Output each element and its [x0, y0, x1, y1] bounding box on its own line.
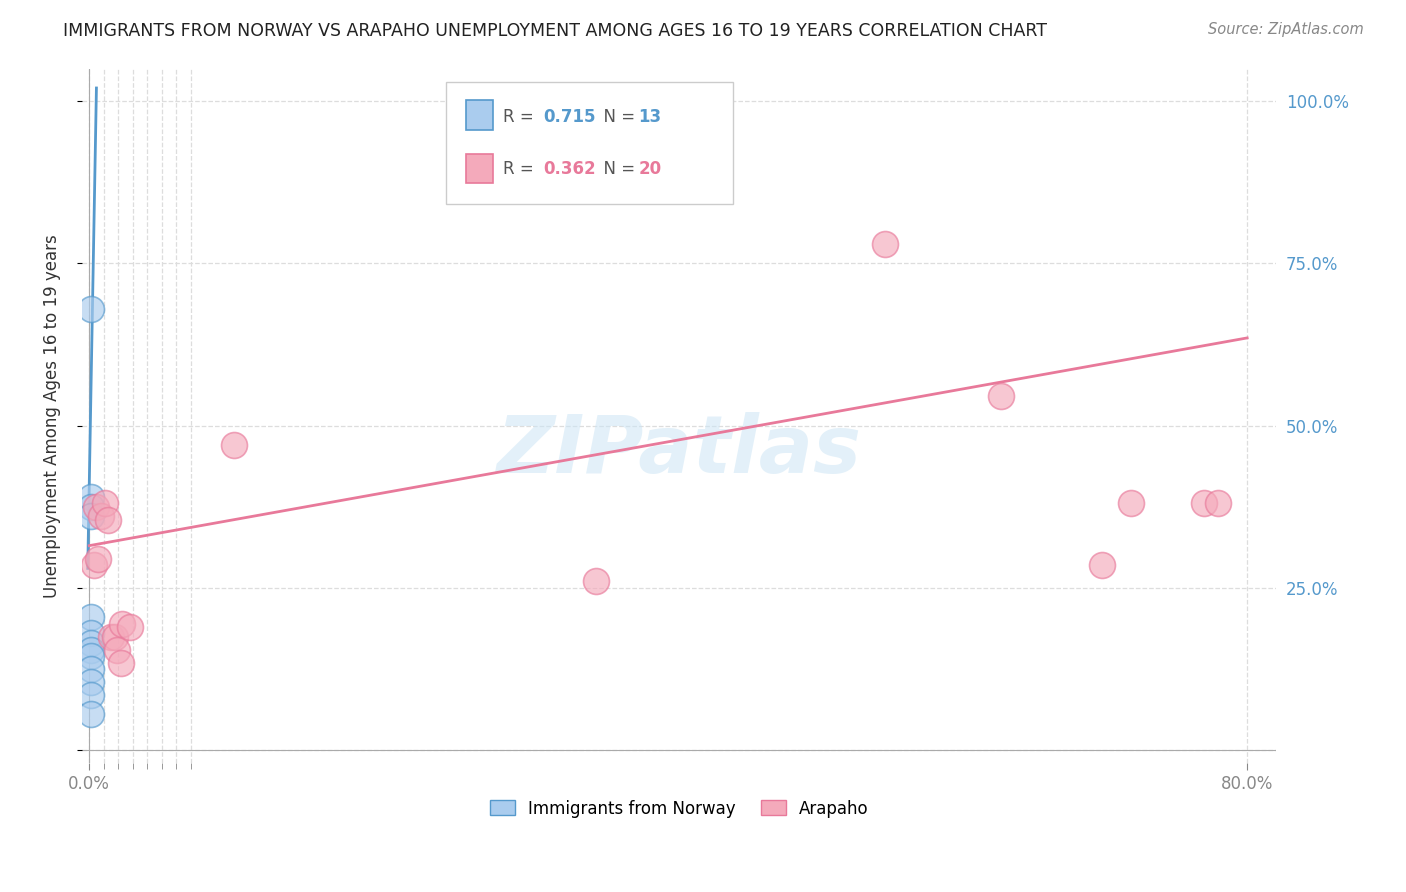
Text: R =: R =	[503, 108, 540, 126]
Text: 13: 13	[638, 108, 662, 126]
Point	[79, 636, 101, 650]
Point	[79, 688, 101, 702]
Point	[87, 551, 110, 566]
Point	[79, 662, 101, 676]
Point	[83, 558, 105, 573]
Point	[79, 500, 101, 514]
Text: N =: N =	[593, 108, 640, 126]
Point	[110, 656, 132, 670]
Point	[100, 630, 122, 644]
Point	[585, 574, 607, 589]
Y-axis label: Unemployment Among Ages 16 to 19 years: Unemployment Among Ages 16 to 19 years	[44, 234, 60, 598]
Point	[79, 626, 101, 640]
Text: 20: 20	[638, 161, 662, 178]
Text: R =: R =	[503, 161, 540, 178]
Point	[1192, 496, 1215, 510]
FancyBboxPatch shape	[467, 101, 492, 129]
FancyBboxPatch shape	[467, 154, 492, 183]
Point	[79, 675, 101, 690]
Point	[104, 630, 127, 644]
Text: 0.362: 0.362	[543, 161, 596, 178]
Text: ZIPatlas: ZIPatlas	[496, 411, 862, 490]
Point	[222, 438, 245, 452]
FancyBboxPatch shape	[446, 82, 733, 204]
Point	[94, 496, 117, 510]
Point	[1206, 496, 1229, 510]
Point	[1091, 558, 1114, 573]
Legend: Immigrants from Norway, Arapaho: Immigrants from Norway, Arapaho	[482, 793, 875, 824]
Point	[79, 301, 101, 316]
Point	[79, 648, 101, 663]
Point	[875, 236, 897, 251]
Point	[79, 509, 101, 524]
Point	[97, 513, 120, 527]
Point	[90, 509, 112, 524]
Point	[79, 642, 101, 657]
Point	[79, 490, 101, 504]
Point	[990, 389, 1012, 403]
Point	[79, 707, 101, 722]
Text: IMMIGRANTS FROM NORWAY VS ARAPAHO UNEMPLOYMENT AMONG AGES 16 TO 19 YEARS CORRELA: IMMIGRANTS FROM NORWAY VS ARAPAHO UNEMPL…	[63, 22, 1047, 40]
Point	[1121, 496, 1143, 510]
Point	[105, 642, 128, 657]
Point	[118, 620, 141, 634]
Text: 0.715: 0.715	[543, 108, 595, 126]
Point	[86, 500, 108, 514]
Text: Source: ZipAtlas.com: Source: ZipAtlas.com	[1208, 22, 1364, 37]
Point	[111, 616, 134, 631]
Point	[79, 610, 101, 624]
Text: N =: N =	[593, 161, 640, 178]
